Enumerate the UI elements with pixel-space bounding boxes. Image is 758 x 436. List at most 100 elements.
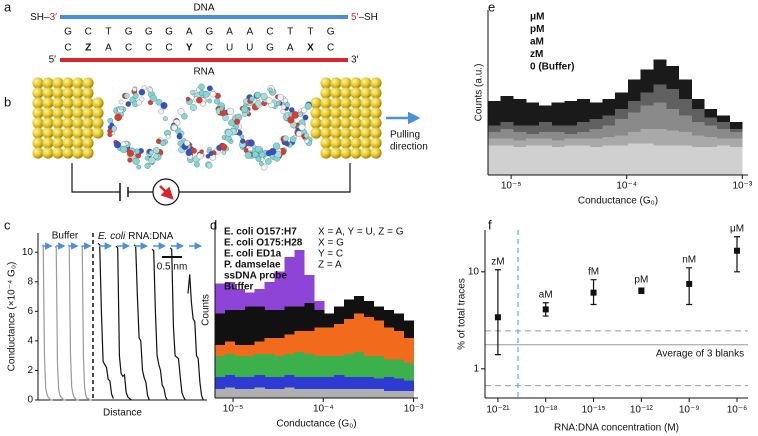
gold-atom	[350, 147, 362, 159]
gold-atom	[350, 77, 362, 89]
gold-atom	[310, 107, 322, 119]
gold-atom	[62, 147, 74, 159]
molecule-atom	[282, 98, 288, 104]
gold-atom	[32, 117, 44, 129]
molecule-atom	[209, 91, 217, 98]
histogram-bar	[324, 389, 335, 398]
gold-atom	[52, 97, 64, 109]
molecule-atom	[255, 156, 262, 162]
molecule-atom	[272, 142, 281, 150]
annotation: X = A, Y = U, Z = G	[318, 227, 404, 238]
histogram-bar	[294, 352, 305, 398]
gold-atom	[82, 127, 94, 139]
molecule-atom	[298, 123, 306, 131]
y-axis-label: Counts	[201, 294, 212, 326]
rna-base: C	[125, 43, 132, 54]
pulling-label: direction	[390, 142, 428, 153]
gold-atom	[360, 107, 372, 119]
molecule-atom	[198, 83, 205, 91]
gold-atom	[340, 137, 352, 149]
molecule-atom	[183, 140, 191, 147]
gold-atom	[72, 147, 84, 159]
histogram-bar	[334, 389, 345, 398]
molecule-atom	[247, 139, 255, 147]
gold-atom	[320, 147, 332, 159]
molecule-atom	[289, 136, 297, 143]
gold-atom	[340, 127, 352, 139]
gold-atom	[32, 107, 44, 119]
gold-atom	[320, 117, 332, 129]
gold-atom	[370, 127, 382, 139]
molecule-atom	[111, 125, 117, 132]
molecule-atom	[260, 92, 268, 100]
gold-atom	[52, 87, 64, 99]
histogram-bar	[691, 146, 705, 175]
histogram-bar	[234, 376, 246, 398]
molecule-atom	[153, 153, 160, 160]
molecule-atom	[202, 90, 210, 98]
histogram-bar	[353, 352, 365, 398]
legend-entry: ssDNA probe	[224, 271, 287, 282]
gold-atom	[92, 127, 104, 139]
x-axis-label: Conductance (G₀)	[578, 196, 658, 207]
histogram-bar	[284, 387, 295, 398]
annotation: Y = C	[318, 249, 343, 260]
legend-entry: Buffer	[224, 282, 254, 293]
molecule-atom	[107, 125, 113, 130]
histogram-bar	[324, 376, 335, 398]
histogram-bar	[526, 145, 540, 175]
histogram-bar	[403, 380, 414, 398]
trace	[81, 245, 93, 401]
gold-atom	[350, 117, 362, 129]
molecule-atom	[125, 101, 132, 107]
dna-base: A	[226, 27, 233, 38]
end-prime: 3′	[50, 12, 58, 23]
legend-entry: zM	[530, 49, 543, 60]
molecule-atom	[214, 98, 221, 105]
end-group: –SH	[358, 12, 377, 23]
histogram-bar	[344, 389, 355, 398]
molecule-atom	[196, 96, 203, 104]
histogram-bar	[577, 145, 591, 175]
sample-rest: RNA:DNA	[128, 231, 173, 242]
molecule-atom	[124, 92, 130, 99]
gold-atom	[32, 137, 44, 149]
molecule-atom	[254, 145, 262, 153]
rna-base: C	[165, 43, 172, 54]
histogram-bar	[627, 143, 641, 175]
molecule-atom	[268, 87, 273, 93]
gold-atom	[42, 97, 54, 109]
molecule-atom	[234, 118, 241, 125]
legend-entry: E. coli O175:H28	[224, 238, 303, 249]
gold-atom	[340, 77, 352, 89]
gold-atom	[370, 117, 382, 129]
organism: E. coli	[98, 231, 126, 242]
legend-entry: aM	[530, 37, 544, 48]
gold-atom	[360, 87, 372, 99]
molecule-atom	[265, 158, 272, 165]
gold-atom	[42, 117, 54, 129]
histogram-bar	[274, 376, 285, 398]
histogram-bar	[602, 145, 616, 175]
rna-base: A	[105, 43, 112, 54]
error-bar	[733, 236, 740, 273]
y-axis-label: Conductance (×10⁻⁴ G₀)	[7, 262, 18, 372]
histogram-bar	[589, 146, 603, 175]
dna-base: T	[287, 27, 293, 38]
gold-atom	[360, 147, 372, 159]
gold-atom	[340, 97, 352, 109]
molecule-atom	[160, 102, 168, 109]
x-axis-label: Conductance (G₀)	[276, 419, 356, 430]
gold-atom	[32, 77, 44, 89]
y-axis-label: % of total traces	[457, 278, 468, 350]
molecule-atom	[120, 145, 128, 153]
molecule-atom	[149, 94, 157, 102]
gold-atom	[62, 117, 74, 129]
error-bar	[494, 269, 501, 356]
gold-atom	[72, 77, 84, 89]
x-tick-label: 10⁻³	[732, 181, 752, 192]
histogram-bar	[254, 387, 265, 398]
histogram-bar	[500, 145, 514, 175]
molecule-atom	[206, 85, 213, 92]
histogram-bar	[678, 145, 692, 175]
